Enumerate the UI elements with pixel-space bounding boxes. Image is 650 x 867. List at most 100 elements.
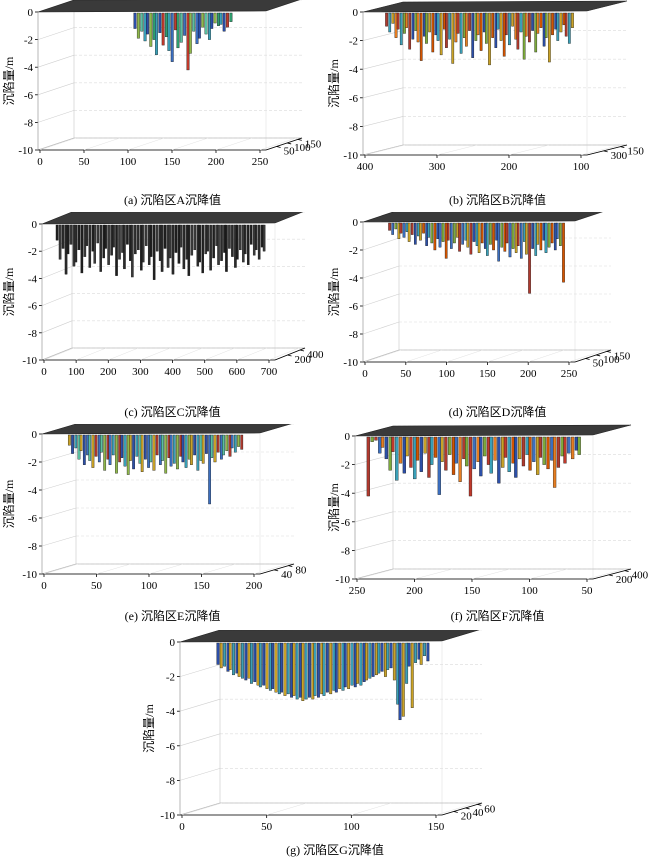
bar xyxy=(107,224,110,265)
panel-caption: (c) 沉陷区C沉降值 xyxy=(124,404,220,419)
z-tick-label: -10 xyxy=(160,810,175,822)
floor-gridline xyxy=(364,349,402,363)
bar xyxy=(241,642,244,679)
floor-gridline xyxy=(83,137,121,151)
bar xyxy=(135,434,139,457)
bar xyxy=(456,12,460,34)
z-tick-label: -8 xyxy=(24,117,34,129)
bar xyxy=(559,12,563,33)
bar xyxy=(356,642,359,684)
bar xyxy=(232,642,235,676)
bar xyxy=(61,224,65,249)
bar xyxy=(511,222,515,249)
bar xyxy=(213,12,217,24)
bar xyxy=(58,224,62,260)
bar xyxy=(451,12,455,64)
bar xyxy=(414,222,417,245)
bar xyxy=(419,436,423,472)
bar xyxy=(301,642,305,701)
bar xyxy=(504,12,508,36)
chart-panel-d: 0 -2 -4 -6 -8 -10 0 50 100 150 200 250 50 100 150 沉陷量/m… xyxy=(325,208,650,429)
bar xyxy=(559,222,562,246)
bar xyxy=(505,222,509,244)
depth-gridline xyxy=(37,54,75,68)
bar xyxy=(472,222,476,242)
bar xyxy=(574,436,579,451)
bar xyxy=(168,224,172,259)
bar xyxy=(132,434,135,470)
z-tick-label: 0 xyxy=(353,217,359,229)
floor-gridline xyxy=(436,144,478,156)
floor-gridline xyxy=(446,349,483,363)
bar xyxy=(479,436,483,477)
bar xyxy=(129,434,132,461)
depth-gridline xyxy=(362,58,404,70)
panel-caption: (g) 沉陷区G沉降值 xyxy=(286,842,384,857)
bar xyxy=(468,436,473,497)
bar xyxy=(231,224,234,257)
bar xyxy=(74,434,78,449)
y-tick-mark xyxy=(287,142,292,145)
bar xyxy=(88,434,92,461)
y-tick-label: 40 xyxy=(473,807,485,819)
x-tick-label: 300 xyxy=(429,161,446,173)
bar xyxy=(338,642,342,689)
bar xyxy=(181,434,185,463)
floor-gridline xyxy=(43,347,75,361)
bar xyxy=(118,224,121,260)
bar xyxy=(201,224,204,274)
bar xyxy=(176,12,180,49)
bar xyxy=(158,12,162,33)
floor-gridline xyxy=(140,347,171,361)
bar xyxy=(476,12,480,36)
bar xyxy=(567,12,571,44)
bar xyxy=(100,434,103,453)
bar xyxy=(230,434,234,449)
floor-gridline xyxy=(268,347,300,361)
floor-plane xyxy=(179,802,483,816)
floor-gridline xyxy=(487,349,524,363)
bar xyxy=(413,436,417,480)
x-tick-label: 50 xyxy=(582,585,594,597)
bar xyxy=(209,224,212,271)
surface-plate xyxy=(37,0,300,13)
z-axis-title: 沉陷量/m xyxy=(141,704,156,753)
y-tick-label: 400 xyxy=(307,349,324,361)
bar xyxy=(451,436,456,475)
bar xyxy=(402,222,406,238)
chart-panel-f: 0 -2 -4 -6 -8 -10 250 200 150 100 50 200 400 沉陷量/m (f)… xyxy=(325,424,650,633)
y-tick-label: 100 xyxy=(294,142,311,154)
x-tick-label: 100 xyxy=(573,161,590,173)
bar xyxy=(384,436,388,460)
floor-gridline xyxy=(568,349,606,363)
bar xyxy=(410,642,414,708)
bar xyxy=(152,224,156,280)
bar xyxy=(531,12,534,31)
bar xyxy=(398,436,403,464)
bar xyxy=(99,224,102,272)
bar xyxy=(143,12,147,42)
bar xyxy=(254,224,258,251)
y-tick-label: 20 xyxy=(461,810,473,822)
chart-panel-a: 0 -2 -4 -6 -8 -10 0 50 100 150 200 250 50 100 150 沉陷量/m… xyxy=(0,0,325,217)
bar xyxy=(408,12,412,50)
bar xyxy=(176,434,179,470)
bar xyxy=(140,434,144,472)
bar xyxy=(389,642,393,669)
bar xyxy=(472,436,476,470)
floor-gridline xyxy=(266,802,307,816)
bar xyxy=(391,436,395,452)
bar xyxy=(562,222,565,283)
y-tick-mark xyxy=(288,565,293,568)
x-tick-label: 100 xyxy=(521,585,538,597)
bar xyxy=(486,436,491,465)
z-tick-label: -6 xyxy=(341,517,351,529)
bar xyxy=(433,436,438,458)
bar xyxy=(465,436,469,467)
bar xyxy=(423,642,426,657)
bar xyxy=(524,12,528,37)
bar xyxy=(570,436,575,460)
bar xyxy=(483,436,487,457)
y-tick-mark xyxy=(608,574,613,577)
